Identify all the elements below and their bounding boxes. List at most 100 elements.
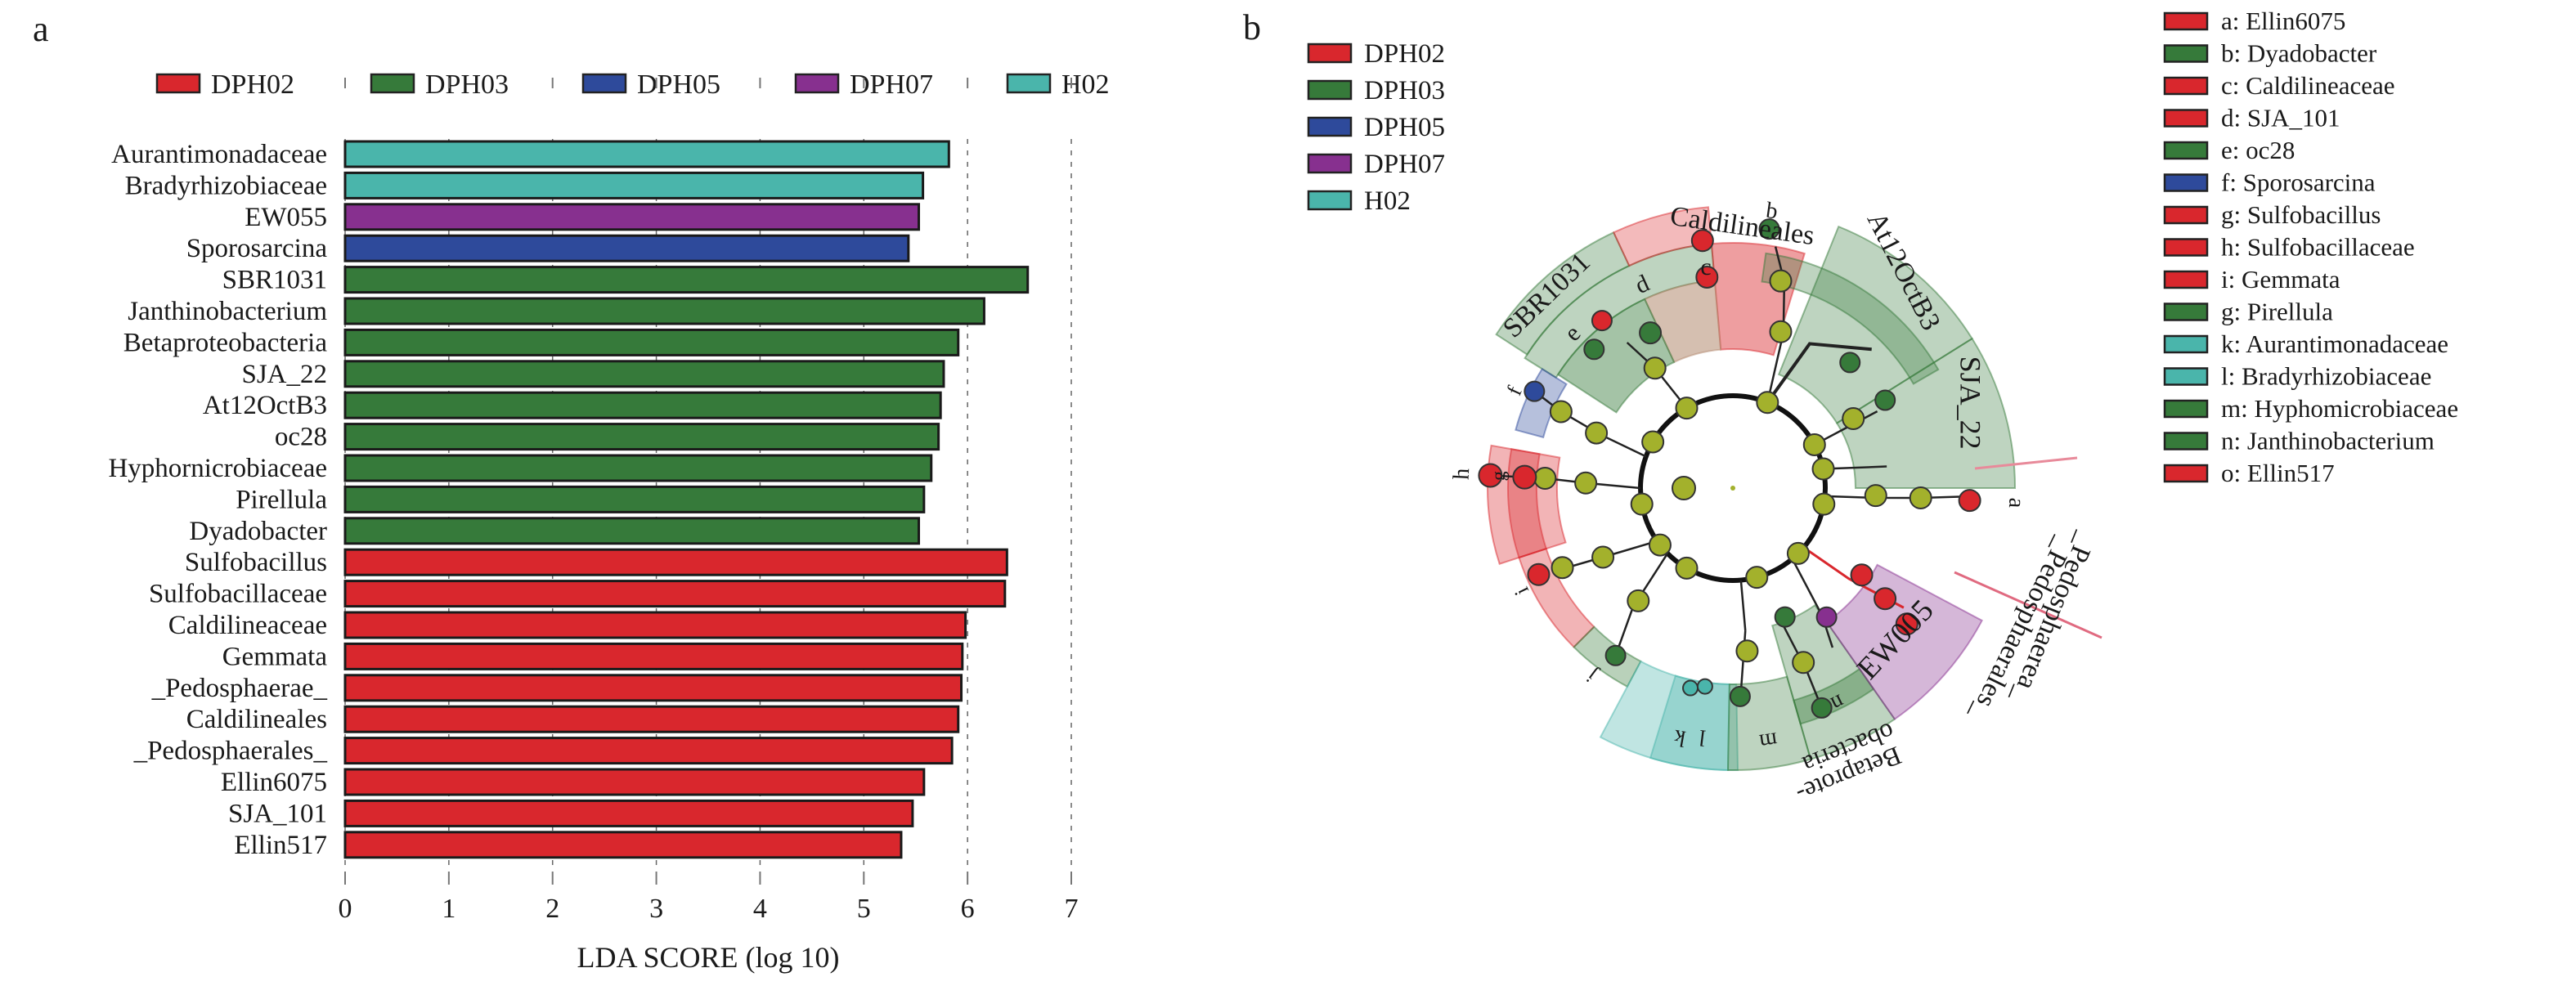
legend-taxon-swatch: [2163, 44, 2209, 63]
legend-swatch-dph07: [794, 73, 840, 94]
tree-node: [1533, 466, 1557, 490]
category-label: SBR1031: [222, 266, 327, 295]
tree-node: [1802, 432, 1826, 456]
legend-taxon-label: h: Sulfobacillaceae: [2221, 233, 2415, 262]
bar-pirellula: [343, 485, 926, 513]
legend-label-dph03: DPH03: [1364, 76, 1445, 105]
node-betaproteobacteria: [1774, 606, 1796, 628]
legend-taxon-label: e: oc28: [2221, 136, 2295, 164]
leader-line-a: [1974, 456, 2078, 470]
category-label: SJA_22: [241, 360, 327, 389]
tree-node: [1769, 320, 1793, 343]
node-f: [1524, 380, 1546, 402]
category-label: At12OctB3: [203, 391, 327, 420]
node-b: [1758, 218, 1780, 240]
bar-ellin6075: [343, 768, 926, 796]
bar-gemmata: [343, 642, 964, 670]
node-at12octb3: [1839, 352, 1861, 374]
clade-wedge-betaproteobacteria: [1771, 603, 1896, 760]
legend-swatch-dph05: [1307, 116, 1353, 137]
clade-label-k: k: [1672, 724, 1688, 751]
category-label: Janthinobacterium: [128, 297, 327, 326]
clade-label-h: h: [1449, 468, 1475, 481]
bar-sbr1031: [343, 266, 1030, 294]
legend-taxon-label: d: SJA_101: [2221, 104, 2340, 132]
node-a: [1958, 489, 1981, 513]
legend-label-dph05: DPH05: [1364, 113, 1445, 142]
legend-taxon-swatch: [2163, 399, 2209, 419]
clade-label-c: c: [1700, 253, 1711, 280]
legend-label-dph05: DPH05: [637, 69, 720, 100]
legend-taxon-label: n: Janthinobacterium: [2221, 427, 2435, 455]
legend-taxon-swatch: [2163, 432, 2209, 450]
x-tick-label: 6: [961, 894, 975, 924]
clade-label-sja22: SJA_22: [1954, 356, 1986, 450]
legend-label-h02: H02: [1061, 69, 1110, 100]
x-tick-label: 5: [857, 894, 871, 924]
node-pedosphaerea: [1850, 563, 1874, 587]
tree-branch: [1739, 580, 1747, 631]
tree-node: [1585, 421, 1609, 445]
node-l: [1696, 678, 1713, 695]
tree-node: [1811, 457, 1835, 481]
legend-swatch-dph02: [1307, 43, 1353, 64]
tree-node: [1672, 476, 1696, 500]
bar-betaproteobacteria: [343, 328, 960, 356]
legend-label-dph03: DPH03: [425, 69, 509, 100]
clade-label-i: i: [1510, 583, 1533, 598]
category-label: Caldilineales: [186, 705, 327, 734]
node-sja22: [1874, 389, 1896, 411]
node-g: [1512, 464, 1537, 490]
legend-taxon-swatch: [2163, 464, 2209, 483]
leader-line-pedosphaerales: [1954, 571, 2103, 639]
legend-label-h02: H02: [1364, 186, 1411, 216]
legend-taxon-label: g: Sulfobacillus: [2221, 200, 2381, 229]
tree-node: [1864, 484, 1887, 508]
node-n: [1811, 697, 1833, 719]
legend-swatch-dph03: [1307, 79, 1353, 101]
node-oc28-parent: [1639, 321, 1663, 345]
tree-node: [1756, 391, 1779, 415]
bar-pedosphaerales: [343, 737, 954, 765]
legend-swatch-h02: [1006, 73, 1052, 94]
tree-branch: [1824, 495, 1970, 500]
category-label: Pirellula: [236, 485, 327, 514]
category-label: SJA_101: [228, 799, 327, 828]
category-label: Sporosarcina: [186, 234, 328, 263]
bar-oc28: [343, 423, 940, 451]
clade-label-a: a: [2004, 497, 2030, 509]
category-label: Aurantimonadaceae: [111, 140, 327, 169]
legend-taxon-swatch: [2163, 205, 2209, 225]
bar-sulfobacillaceae: [343, 580, 1007, 608]
category-label: Bradyrhizobiaceae: [125, 171, 327, 200]
legend-b-groups: DPH02 DPH03 DPH05 DPH07 H02: [1307, 39, 1445, 216]
x-tick-label: 4: [753, 894, 767, 924]
bar-caldilineaceae: [343, 611, 967, 639]
legend-taxon-swatch: [2163, 270, 2209, 289]
legend-taxon-swatch: [2163, 109, 2209, 128]
bar-sulfobacillus: [343, 548, 1008, 576]
node-ew005: [1815, 606, 1838, 628]
category-label: Caldilineaceae: [168, 611, 327, 640]
panel-a-label: a: [33, 9, 49, 49]
tree-node: [1648, 533, 1672, 557]
legend-taxon-label: g: Pirellula: [2221, 298, 2333, 326]
tree-branch: [1766, 342, 1872, 404]
legend-label-dph02: DPH02: [1364, 39, 1445, 69]
category-label: _Pedosphaerales_: [133, 737, 328, 766]
legend-taxon-swatch: [2163, 76, 2209, 96]
legend-taxon-swatch: [2163, 141, 2209, 160]
tree-node: [1630, 492, 1654, 516]
x-tick-label: 3: [649, 894, 663, 924]
tree-node: [1591, 545, 1615, 569]
clade-label-l: l: [1698, 724, 1708, 751]
bar-sja101: [343, 799, 914, 827]
category-label: Gemmata: [222, 642, 328, 671]
node-pedosphaerae: [1874, 587, 1897, 611]
clade-label-f: f: [1502, 383, 1527, 399]
tree-node: [1675, 556, 1699, 580]
tree-node: [1842, 407, 1865, 430]
clade-label-g: g: [1488, 470, 1510, 481]
